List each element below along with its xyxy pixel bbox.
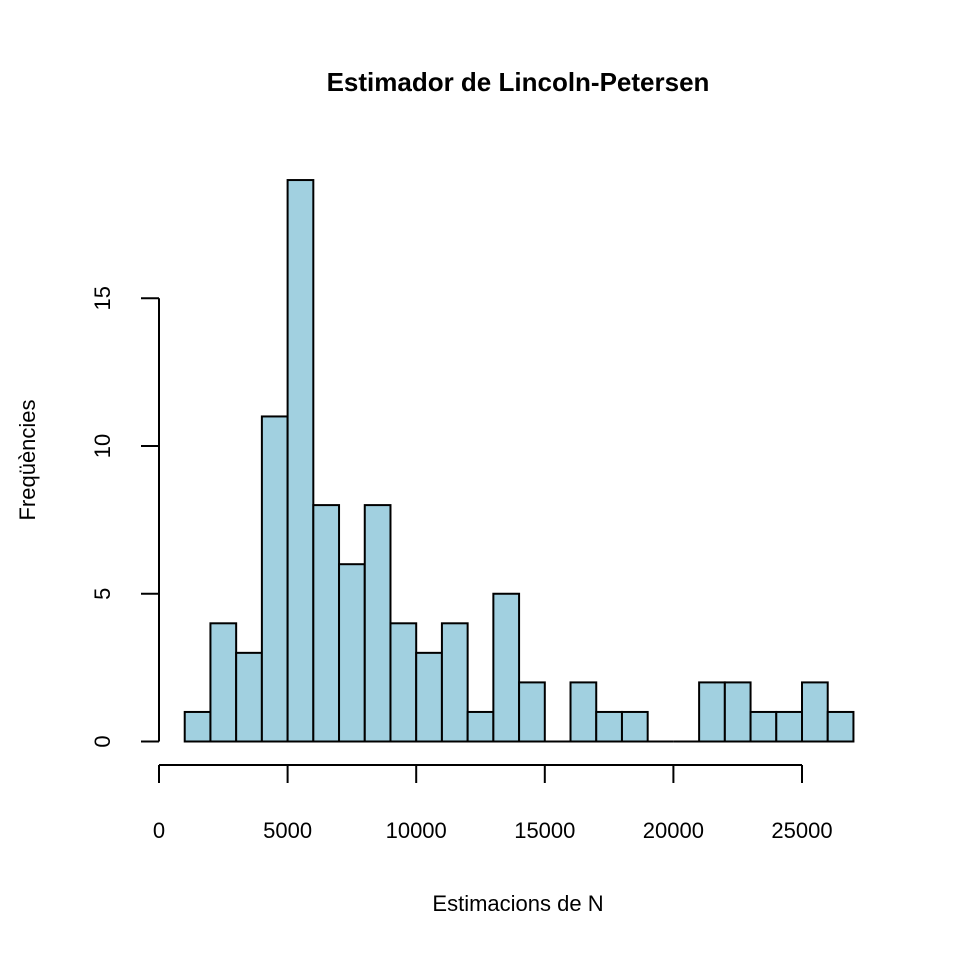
x-tick-label: 0 bbox=[153, 818, 165, 843]
histogram-bar bbox=[440, 622, 469, 743]
x-tick-label: 20000 bbox=[643, 818, 704, 843]
histogram-bar bbox=[723, 681, 752, 743]
y-tick-label: 15 bbox=[90, 286, 115, 310]
x-tick-label: 25000 bbox=[771, 818, 832, 843]
histogram-bar bbox=[338, 563, 366, 743]
y-tick-label: 10 bbox=[90, 434, 115, 458]
histogram-bar bbox=[620, 710, 649, 743]
histogram-bar bbox=[698, 681, 726, 743]
y-axis: 0 5 10 15 bbox=[90, 286, 160, 748]
histogram-bar bbox=[518, 681, 546, 743]
x-axis: 0 5000 10000 15000 20000 25000 bbox=[153, 764, 833, 843]
histogram-bar bbox=[209, 622, 238, 743]
histogram-bar bbox=[466, 710, 495, 743]
histogram-bar bbox=[826, 710, 855, 743]
x-tick-label: 10000 bbox=[386, 818, 447, 843]
histogram-bar bbox=[286, 179, 315, 743]
x-tick-label: 15000 bbox=[514, 818, 575, 843]
y-tick-label: 0 bbox=[90, 735, 115, 747]
x-tick-label: 5000 bbox=[263, 818, 312, 843]
histogram-bar bbox=[363, 504, 392, 743]
y-tick-label: 5 bbox=[90, 588, 115, 600]
histogram-bar bbox=[260, 415, 289, 743]
histogram-bar bbox=[389, 622, 418, 743]
histogram-bar bbox=[749, 710, 778, 743]
y-axis-label: Freqüències bbox=[15, 399, 40, 520]
histogram-bar bbox=[801, 681, 829, 743]
histogram-bar bbox=[569, 681, 598, 743]
histogram-bar bbox=[415, 651, 443, 743]
histogram-bar bbox=[492, 592, 521, 743]
histogram-bar bbox=[595, 710, 623, 743]
x-axis-label: Estimacions de N bbox=[432, 891, 603, 916]
bars-group bbox=[183, 179, 855, 743]
histogram-bar bbox=[183, 710, 212, 743]
histogram-bar bbox=[775, 710, 804, 743]
histogram-bar bbox=[312, 504, 341, 743]
histogram-bar bbox=[235, 651, 263, 743]
chart-title: Estimador de Lincoln-Petersen bbox=[327, 67, 710, 97]
